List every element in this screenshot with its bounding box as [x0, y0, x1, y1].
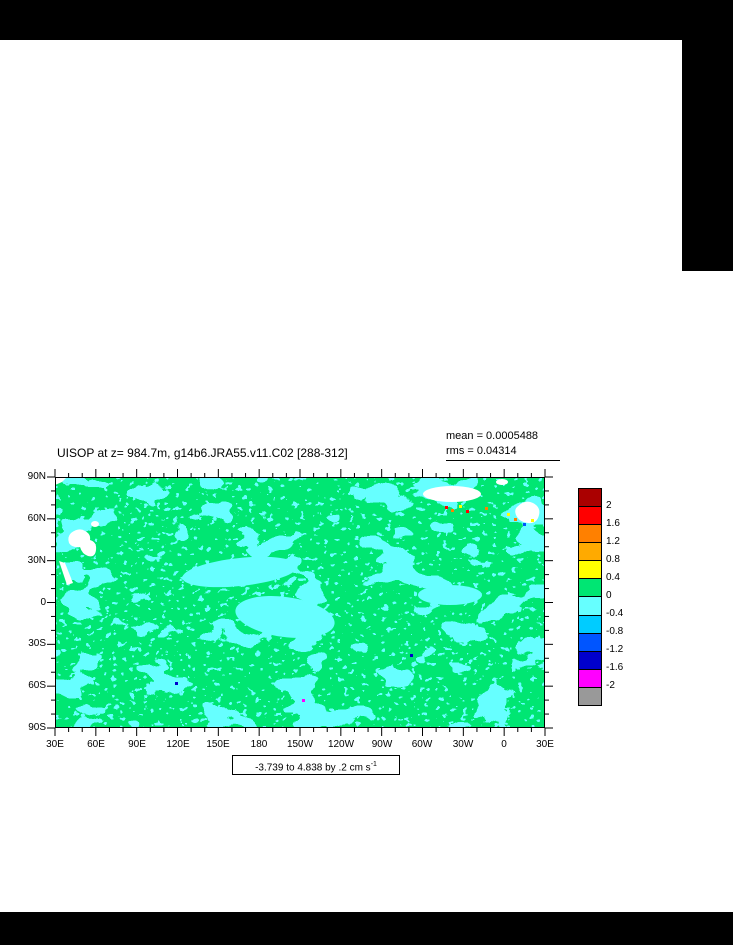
x-tick-label-180: 180	[250, 739, 268, 750]
colorbar-cell	[579, 578, 601, 597]
colorbar-label-m0p4: -0.4	[606, 608, 624, 619]
land-mask	[55, 477, 540, 585]
map-frame	[55, 477, 545, 728]
colorbar-label-m1p6: -1.6	[606, 662, 624, 673]
colorbar-cell	[579, 668, 601, 687]
range-annotation: -3.739 to 4.838 by .2 cm s-1	[232, 755, 400, 775]
canvas-upper-panel	[0, 40, 682, 271]
x-tick-label-30w: 30W	[452, 739, 474, 750]
x-tick-label-90e: 90E	[128, 739, 146, 750]
y-tick-label-90s: 90S	[28, 722, 46, 733]
range-text: -3.739 to 4.838 by .2 cm s	[255, 762, 371, 774]
colorbar-label-m1p2: -1.2	[606, 644, 624, 655]
x-tick-label-120e: 120E	[166, 739, 190, 750]
range-exponent: -1	[370, 761, 377, 768]
colorbar-label-0: 0	[606, 590, 612, 601]
colorbar-cell	[579, 506, 601, 525]
x-tick-label-150e: 150E	[206, 739, 230, 750]
colorbar-cell	[579, 542, 601, 561]
colorbar-label-m0p8: -0.8	[606, 626, 624, 637]
x-tick-label-30e2: 30E	[536, 739, 554, 750]
x-tick-label-0: 0	[501, 739, 507, 750]
colorbar-label-0p8: 0.8	[606, 554, 620, 565]
y-tick-label-90n: 90N	[27, 471, 46, 482]
axis-ticks	[47, 469, 553, 736]
colorbar	[578, 488, 602, 706]
colorbar-cell	[579, 650, 601, 669]
negative-anomaly-patches	[55, 477, 545, 728]
x-tick-label-150w: 150W	[286, 739, 314, 750]
x-tick-label-90w: 90W	[371, 739, 393, 750]
y-tick-label-30s: 30S	[28, 638, 46, 649]
colorbar-label-2: 2	[606, 500, 612, 511]
plot-title: UISOP at z= 984.7m, g14b6.JRA55.v11.C02 …	[57, 446, 348, 460]
colorbar-label-m2: -2	[606, 680, 615, 691]
y-tick-label-30n: 30N	[27, 555, 46, 566]
rms-stat: rms = 0.04314	[446, 445, 517, 457]
colorbar-cell	[579, 524, 601, 543]
colorbar-label-0p4: 0.4	[606, 572, 620, 583]
colorbar-cell	[579, 560, 601, 579]
colorbar-cell	[579, 686, 601, 705]
colorbar-cell	[579, 489, 601, 507]
x-tick-label-60e: 60E	[87, 739, 105, 750]
y-tick-label-60s: 60S	[28, 680, 46, 691]
colorbar-cell	[579, 614, 601, 633]
x-tick-label-30e: 30E	[46, 739, 64, 750]
map-plot	[47, 469, 553, 736]
colorbar-cell	[579, 632, 601, 651]
y-tick-label-60n: 60N	[27, 513, 46, 524]
mean-stat: mean = 0.0005488	[446, 430, 539, 442]
x-tick-label-120w: 120W	[327, 739, 355, 750]
x-tick-label-60w: 60W	[411, 739, 433, 750]
colorbar-label-1p2: 1.2	[606, 536, 620, 547]
anomaly-speckles	[175, 505, 534, 702]
rms-underline	[446, 460, 560, 461]
colorbar-cell	[579, 596, 601, 615]
colorbar-label-1p6: 1.6	[606, 518, 620, 529]
y-tick-label-0: 0	[40, 597, 46, 608]
